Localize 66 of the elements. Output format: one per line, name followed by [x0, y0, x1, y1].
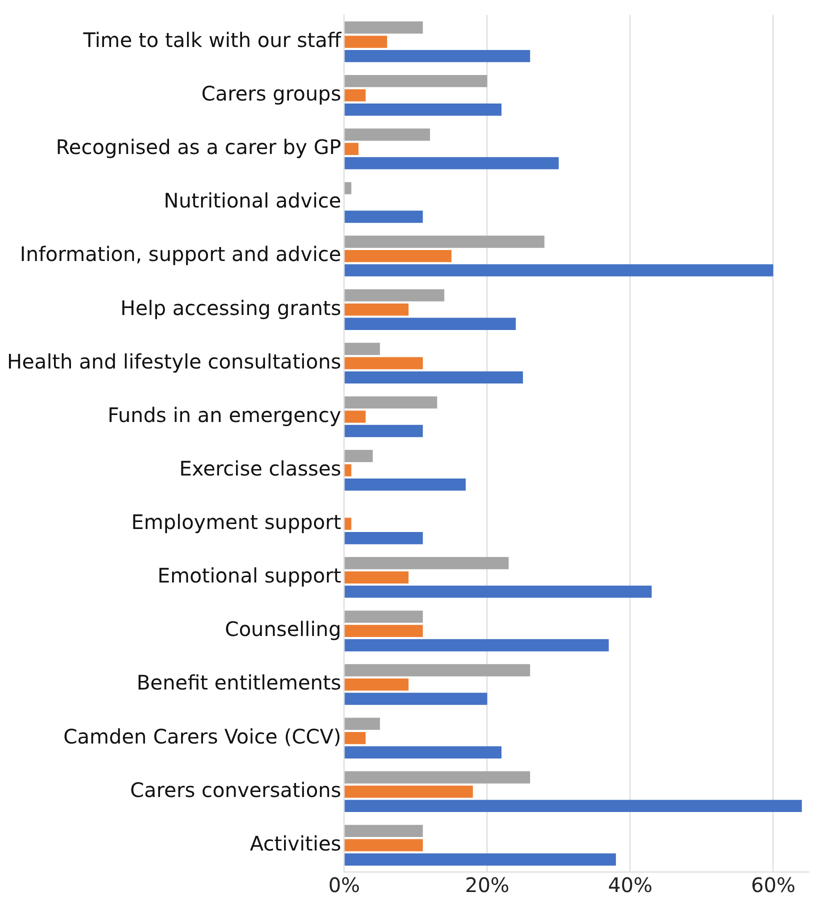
y-tick-label: Funds in an emergency — [108, 402, 342, 427]
bar — [344, 342, 380, 355]
bar — [344, 718, 380, 730]
x-tick-label: 40% — [608, 873, 652, 898]
y-tick-label: Benefit entitlements — [136, 670, 342, 695]
bar — [344, 557, 509, 570]
bar — [344, 800, 802, 812]
y-tick-label: Exercise classes — [179, 456, 342, 480]
y-tick-label: Time to talk with our staff — [82, 28, 342, 52]
bar — [344, 264, 774, 276]
y-tick-label: Help accessing grants — [120, 296, 342, 320]
bar — [344, 610, 423, 623]
bar — [344, 532, 423, 544]
bar — [344, 732, 366, 744]
bar — [344, 692, 488, 705]
bar — [344, 128, 430, 141]
bar — [344, 450, 373, 462]
bar — [344, 50, 530, 62]
bar — [344, 839, 423, 852]
y-tick-label: Recognised as a carer by GP — [56, 135, 342, 160]
y-tick-label: Camden Carers Voice (CCV) — [63, 724, 342, 748]
bar — [344, 639, 609, 652]
y-tick-label: Information, support and advice — [20, 242, 342, 266]
y-tick-label: Nutritional advice — [164, 188, 342, 213]
y-tick-label: Counselling — [224, 617, 342, 642]
bar — [344, 410, 366, 423]
bar — [344, 624, 423, 638]
bar — [344, 304, 409, 316]
bar — [344, 786, 473, 798]
x-tick-label: 0% — [328, 873, 360, 898]
bar — [344, 571, 409, 584]
bar — [344, 746, 502, 758]
bar — [344, 371, 523, 384]
y-tick-label: Health and lifestyle consultations — [6, 349, 342, 374]
bar — [344, 210, 423, 223]
bar — [344, 89, 366, 102]
bar — [344, 678, 409, 691]
bar — [344, 289, 444, 302]
y-tick-label: Employment support — [131, 510, 342, 534]
bar — [344, 771, 530, 784]
y-tick-label: Activities — [250, 831, 342, 856]
y-tick-label: Carers conversations — [130, 778, 342, 802]
y-tick-label: Emotional support — [158, 564, 342, 588]
bar — [344, 157, 559, 170]
bar — [344, 104, 502, 116]
y-tick-label: Carers groups — [201, 82, 342, 106]
bar — [344, 464, 352, 476]
bar — [344, 586, 652, 598]
bar — [344, 74, 488, 88]
bar — [344, 142, 358, 155]
bar — [344, 478, 466, 491]
bar — [344, 36, 388, 48]
bar — [344, 250, 452, 262]
bar — [344, 357, 423, 370]
x-tick-label: 60% — [751, 873, 796, 898]
bar — [344, 664, 530, 676]
bar — [344, 396, 438, 409]
bar — [344, 182, 352, 194]
bar — [344, 236, 544, 248]
bar — [344, 21, 423, 34]
bar — [344, 424, 423, 438]
bar — [344, 853, 616, 866]
bar — [344, 518, 352, 530]
x-tick-label: 20% — [464, 873, 510, 898]
bar — [344, 318, 516, 330]
bar — [344, 824, 423, 838]
